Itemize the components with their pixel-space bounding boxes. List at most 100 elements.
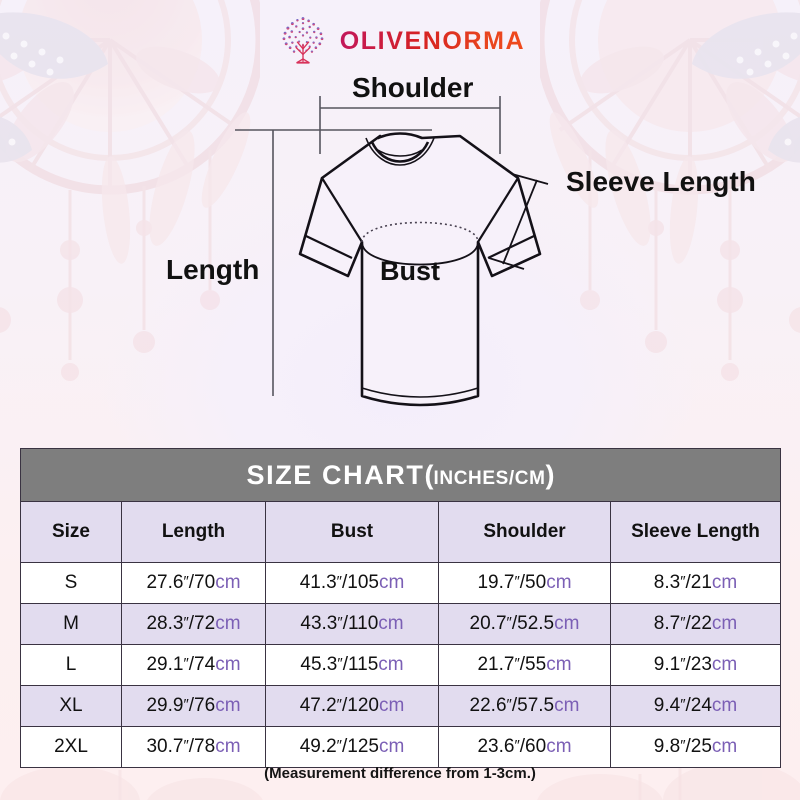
unit-cm: cm — [378, 654, 404, 675]
column-header-sleeve: Sleeve Length — [609, 501, 782, 563]
cell-shoulder: 23.6″/60cm — [438, 726, 611, 768]
table-body: S 27.6″/70cm 41.3″/105cm 19.7″/50cm 8.3″/21c… — [20, 562, 782, 768]
unit-cm: cm — [215, 613, 241, 634]
cell-sleeve-length: 9.1″/23cm — [609, 644, 782, 686]
separator: /125 — [341, 736, 379, 757]
separator: /50 — [519, 572, 547, 593]
inch-mark: ″ — [680, 737, 686, 754]
separator: /52.5 — [511, 613, 555, 634]
inch-mark: ″ — [336, 737, 342, 754]
unit-cm: cm — [378, 695, 405, 716]
label-shoulder: Shoulder — [352, 72, 474, 103]
value-inches: 9.8 — [653, 736, 681, 757]
cell-length: 30.7″/78cm — [121, 726, 266, 768]
brand-name: OLIVENORMA — [339, 26, 526, 55]
cell-shoulder: 22.6″/57.5cm — [438, 685, 611, 727]
inch-mark: ″ — [337, 655, 343, 672]
unit-cm: cm — [378, 572, 405, 593]
cell-size: M — [20, 603, 122, 645]
inch-mark: ″ — [506, 696, 512, 713]
bust-lower-curve — [361, 241, 479, 266]
size-chart-title: SIZE CHART(INCHES/CM) — [19, 448, 782, 502]
inch-mark: ″ — [183, 573, 189, 590]
separator: /57.5 — [511, 695, 555, 716]
inch-mark: ″ — [183, 696, 189, 713]
column-header-size: Size — [20, 501, 122, 563]
inch-mark: ″ — [183, 737, 189, 754]
separator: /24 — [685, 695, 712, 716]
unit-cm: cm — [215, 572, 241, 593]
unit-cm: cm — [554, 613, 580, 634]
inch-mark: ″ — [506, 614, 512, 631]
separator: /74 — [188, 654, 216, 675]
separator: /21 — [685, 572, 712, 593]
column-header-bust: Bust — [265, 501, 439, 563]
separator: /110 — [342, 613, 379, 634]
value-inches: 23.6 — [477, 736, 515, 757]
inch-mark: ″ — [680, 655, 686, 672]
unit-cm: cm — [378, 736, 405, 757]
cell-sleeve-length: 8.3″/21cm — [609, 562, 782, 604]
separator: /115 — [342, 654, 379, 675]
inch-mark: ″ — [336, 696, 342, 713]
unit-cm: cm — [546, 654, 572, 675]
unit-cm: cm — [378, 613, 404, 634]
value-inches: 19.7 — [477, 572, 515, 593]
cell-bust: 49.2″/125cm — [265, 726, 439, 768]
value-inches: 8.7 — [653, 613, 681, 634]
inch-mark: ″ — [514, 737, 520, 754]
cell-size: S — [20, 562, 122, 604]
cell-length: 28.3″/72cm — [121, 603, 266, 645]
title-close-paren: ) — [545, 459, 555, 490]
table-row: 2XL 30.7″/78cm 49.2″/125cm 23.6″/60cm 9.8″/2… — [20, 726, 782, 768]
length-guide — [235, 129, 432, 396]
unit-cm: cm — [554, 695, 580, 716]
inch-mark: ″ — [183, 655, 189, 672]
cell-length: 29.9″/76cm — [121, 685, 266, 727]
tshirt-outline — [298, 132, 542, 407]
title-open-paren: ( — [424, 459, 434, 490]
unit-cm: cm — [711, 654, 738, 675]
inch-mark: ″ — [680, 573, 686, 590]
title-main-text: SIZE CHART — [246, 459, 425, 490]
cell-length: 27.6″/70cm — [121, 562, 266, 604]
value-inches: 41.3 — [299, 572, 337, 593]
garment-diagram: Shoulder Sleeve Length Length Bust — [0, 66, 800, 438]
cell-sleeve-length: 8.7″/22cm — [609, 603, 782, 645]
shoulder-guide — [319, 96, 501, 154]
value-inches: 30.7 — [146, 736, 184, 757]
value-inches: 22.6 — [469, 695, 507, 716]
value-inches: 9.1 — [653, 654, 681, 675]
cell-length: 29.1″/74cm — [121, 644, 266, 686]
inch-mark: ″ — [337, 614, 343, 631]
cell-bust: 45.3″/115cm — [265, 644, 439, 686]
separator: /55 — [519, 654, 547, 675]
unit-cm: cm — [546, 736, 572, 757]
value-inches: 21.7 — [477, 654, 515, 675]
inch-mark: ″ — [680, 696, 686, 713]
value-inches: 29.9 — [146, 695, 184, 716]
value-inches: 45.3 — [300, 654, 338, 675]
cell-shoulder: 19.7″/50cm — [438, 562, 611, 604]
unit-cm: cm — [711, 736, 738, 757]
value-inches: 49.2 — [299, 736, 337, 757]
separator: /23 — [685, 654, 712, 675]
size-chart-table: SIZE CHART(INCHES/CM) Size Length Bust S… — [19, 448, 782, 768]
value-inches: 27.6 — [146, 572, 184, 593]
value-inches: 20.7 — [469, 613, 507, 634]
bust-guide — [361, 221, 479, 243]
inch-mark: ″ — [336, 573, 342, 590]
column-header-length: Length — [121, 501, 266, 563]
cell-shoulder: 20.7″/52.5cm — [438, 603, 611, 645]
label-sleeve-length: Sleeve Length — [566, 166, 756, 197]
brand-logo: OLIVENORMA — [0, 10, 800, 72]
separator: /76 — [188, 695, 216, 716]
unit-cm: cm — [215, 654, 241, 675]
cell-shoulder: 21.7″/55cm — [438, 644, 611, 686]
table-row: XL 29.9″/76cm 47.2″/120cm 22.6″/57.5cm 9.4″/… — [20, 685, 782, 727]
separator: /72 — [188, 613, 216, 634]
unit-cm: cm — [215, 736, 241, 757]
cell-size: L — [20, 644, 122, 686]
inch-mark: ″ — [183, 614, 189, 631]
column-header-shoulder: Shoulder — [438, 501, 611, 563]
